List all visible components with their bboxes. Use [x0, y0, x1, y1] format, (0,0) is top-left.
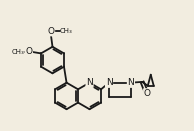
Text: N: N	[127, 78, 134, 87]
Text: N: N	[106, 78, 113, 87]
Text: N: N	[86, 78, 93, 87]
Text: CH₃: CH₃	[12, 49, 25, 55]
Text: O: O	[48, 27, 55, 36]
Text: O: O	[144, 89, 151, 98]
Text: O: O	[25, 47, 32, 56]
Text: CH₃: CH₃	[60, 28, 72, 34]
